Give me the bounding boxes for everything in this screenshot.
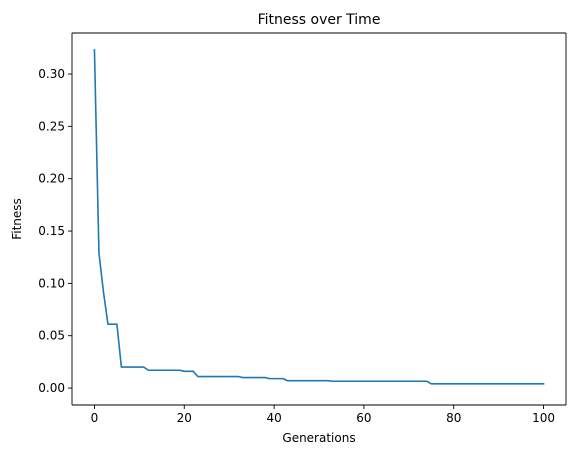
x-tick-label-0: 0 [91,411,99,425]
x-tick-label-5: 100 [532,411,555,425]
x-tick-label-2: 40 [266,411,281,425]
x-tick-label-1: 20 [177,411,192,425]
plot-area: 0 20 40 60 80 100 0.00 0.05 0.10 0.15 0.20 0.25 0.30 [38,32,567,425]
x-axis-label: Generations [282,431,355,445]
y-tick-label-0: 0.00 [38,381,65,395]
y-axis-label: Fitness [10,198,24,240]
y-tick-label-1: 0.05 [38,329,65,343]
y-tick-label-2: 0.10 [38,276,65,290]
y-tick-label-3: 0.15 [38,224,65,238]
x-tick-label-3: 60 [356,411,371,425]
chart-title: Fitness over Time [258,12,381,28]
x-tick-label-4: 80 [446,411,461,425]
y-tick-label-6: 0.30 [38,67,65,81]
series-line-0 [93,49,545,385]
y-tick-label-4: 0.20 [38,172,65,186]
y-tick-label-5: 0.25 [38,119,65,133]
